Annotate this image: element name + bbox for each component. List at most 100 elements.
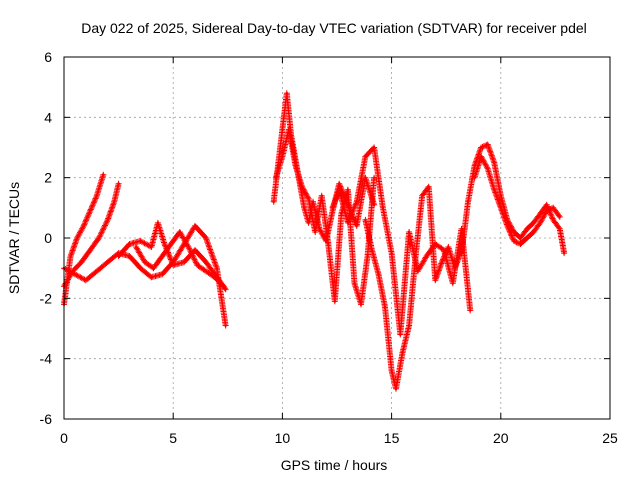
data-point: [407, 324, 411, 327]
data-point: [156, 221, 160, 225]
series-arc-5: [133, 229, 227, 290]
x-tick-label: 10: [275, 430, 291, 446]
data-point: [532, 221, 535, 225]
y-tick-label: -2: [40, 290, 53, 306]
data-point: [150, 245, 153, 249]
data-point: [69, 254, 72, 258]
series-arc-1: [61, 171, 107, 308]
data-point: [106, 260, 109, 264]
data-point: [204, 269, 208, 273]
data-point: [163, 242, 166, 246]
data-points: [61, 90, 568, 392]
data-point: [294, 164, 297, 167]
data-point: [160, 254, 164, 258]
data-point: [307, 221, 310, 225]
x-tick-label: 20: [493, 430, 509, 446]
data-point: [287, 128, 291, 131]
data-point: [274, 176, 278, 179]
data-point: [486, 167, 489, 170]
data-point: [377, 272, 380, 276]
data-point: [143, 260, 147, 264]
data-point: [506, 224, 509, 228]
data-point: [473, 164, 476, 167]
data-point: [95, 269, 99, 273]
data-point: [381, 206, 385, 210]
data-point: [285, 91, 289, 95]
data-point: [281, 155, 284, 158]
data-point: [355, 200, 358, 204]
data-point: [318, 227, 321, 231]
data-point: [558, 227, 562, 231]
data-point: [372, 146, 376, 149]
data-point: [460, 251, 463, 255]
data-point: [307, 197, 310, 201]
data-point: [82, 224, 85, 228]
data-point: [326, 242, 330, 246]
data-point: [399, 333, 402, 336]
data-point: [370, 248, 374, 252]
data-point: [479, 155, 483, 158]
data-point: [440, 260, 444, 264]
data-point: [213, 275, 216, 279]
x-tick-label: 0: [60, 430, 68, 446]
data-point: [112, 200, 116, 204]
y-ticks: -6 -4 -2 0 2 4 6: [40, 49, 610, 427]
series-markers: [272, 126, 378, 308]
data-point: [486, 143, 489, 146]
data-point: [134, 245, 138, 249]
series-arc-10: [458, 141, 568, 257]
series-arc-2: [61, 180, 122, 290]
data-point: [359, 303, 363, 306]
data-point: [73, 272, 77, 276]
series-arc-9: [362, 183, 465, 392]
data-point: [372, 176, 376, 179]
y-tick-label: 0: [44, 230, 52, 246]
data-point: [193, 224, 197, 228]
data-point: [466, 200, 470, 204]
data-point: [346, 221, 350, 225]
x-tick-label: 15: [384, 430, 400, 446]
data-point: [139, 266, 142, 270]
data-point: [394, 387, 398, 391]
data-point: [558, 215, 562, 219]
data-point: [532, 230, 535, 234]
data-point: [525, 236, 529, 240]
data-point: [222, 284, 225, 288]
data-point: [128, 254, 131, 258]
series-markers: [61, 222, 229, 329]
data-point: [433, 278, 437, 282]
data-point: [187, 245, 190, 249]
data-point: [346, 188, 350, 192]
y-tick-label: 4: [44, 109, 52, 125]
data-point: [551, 206, 555, 210]
data-point: [88, 248, 92, 252]
data-point: [102, 173, 105, 176]
data-point: [355, 224, 358, 228]
series-markers: [362, 183, 465, 392]
data-point: [75, 236, 79, 240]
data-point: [562, 251, 566, 255]
data-point: [150, 275, 153, 279]
y-tick-label: -6: [40, 411, 53, 427]
data-point: [272, 200, 275, 204]
data-point: [182, 260, 186, 264]
data-point: [331, 209, 334, 213]
data-point: [499, 206, 503, 210]
data-point: [492, 161, 496, 164]
data-point: [204, 260, 208, 264]
data-point: [499, 194, 503, 198]
x-axis-label: GPS time / hours: [281, 457, 388, 473]
data-point: [447, 245, 450, 249]
data-point: [139, 239, 142, 243]
data-point: [331, 206, 334, 210]
data-point: [313, 230, 317, 234]
data-point: [117, 254, 120, 258]
data-point: [215, 266, 219, 270]
y-axis-label: SDTVAR / TECUs: [6, 182, 22, 294]
data-point: [492, 188, 496, 192]
data-point: [224, 324, 227, 327]
data-point: [337, 188, 341, 192]
data-point: [311, 200, 315, 204]
data-point: [364, 155, 367, 158]
data-point: [204, 236, 208, 240]
